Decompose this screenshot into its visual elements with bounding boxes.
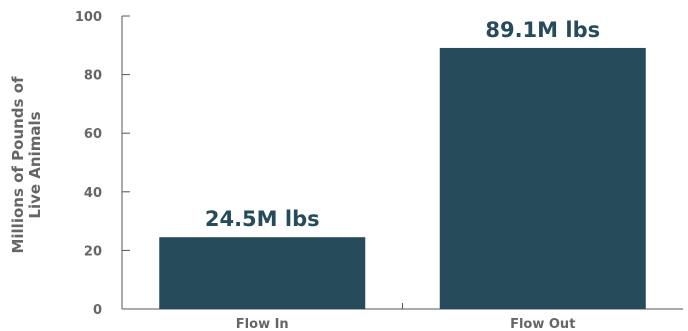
bar-data-label: 89.1M lbs bbox=[485, 18, 600, 42]
y-axis-title: Millions of Pounds of Live Animals bbox=[9, 76, 44, 254]
y-axis-title-line-1: Millions of Pounds of bbox=[9, 76, 27, 254]
x-category-label: Flow Out bbox=[510, 317, 575, 331]
bar bbox=[439, 47, 646, 309]
y-tick-label: 40 bbox=[84, 186, 102, 201]
y-axis-title-line-2: Live Animals bbox=[26, 111, 44, 218]
data-labels: 24.5M lbs 89.1M lbs bbox=[205, 18, 600, 231]
x-category-label: Flow In bbox=[236, 317, 289, 331]
bar bbox=[159, 237, 366, 309]
x-axis-categories: Flow In Flow Out bbox=[236, 317, 576, 331]
y-tick-label: 80 bbox=[84, 69, 102, 84]
bars bbox=[159, 47, 646, 309]
y-tick-label: 100 bbox=[75, 10, 102, 25]
y-tick-label: 20 bbox=[84, 244, 102, 259]
y-axis-ticks: 0 20 40 60 80 100 bbox=[75, 10, 130, 318]
y-tick-label: 60 bbox=[84, 127, 102, 142]
y-tick-label: 0 bbox=[93, 303, 102, 318]
bar-data-label: 24.5M lbs bbox=[205, 207, 320, 231]
